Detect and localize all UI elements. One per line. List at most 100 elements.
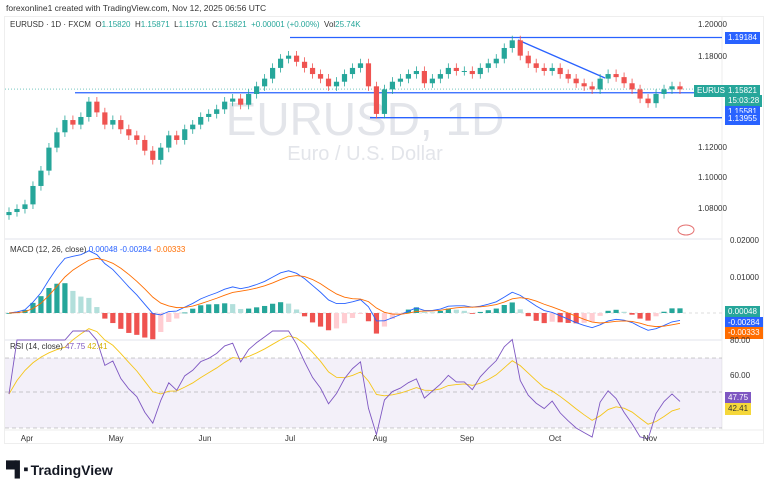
candle <box>94 101 100 113</box>
candle <box>501 47 507 59</box>
candle <box>389 81 396 90</box>
macd-histogram-bar <box>485 310 491 313</box>
candle <box>485 63 491 68</box>
price-tick: 1.20000 <box>698 20 727 29</box>
candle <box>573 78 579 84</box>
candle <box>429 78 435 84</box>
macd-histogram-bar <box>541 313 547 324</box>
time-axis-label: Apr <box>21 434 34 443</box>
countdown-tag: 15:03:28 <box>725 95 763 107</box>
candle <box>158 147 164 160</box>
candle <box>190 124 196 130</box>
candle <box>46 147 52 171</box>
macd-histogram-bar <box>285 303 292 313</box>
candle <box>581 83 587 87</box>
price-tick: 1.10000 <box>698 173 727 182</box>
candle <box>373 86 380 114</box>
macd-histogram-bar <box>174 313 180 319</box>
candle <box>621 77 627 84</box>
macd-histogram-bar <box>525 313 531 317</box>
rsi-value-tag: 47.75 <box>725 392 752 404</box>
candle <box>525 55 531 64</box>
macd-histogram-bar <box>277 302 284 313</box>
macd-histogram-bar <box>293 309 300 313</box>
macd-histogram-bar <box>238 308 244 313</box>
candle <box>317 74 324 79</box>
macd-histogram-bar <box>381 313 388 327</box>
candle <box>222 101 228 110</box>
candle <box>30 185 36 205</box>
candle <box>254 86 260 94</box>
candle <box>293 55 300 62</box>
macd-histogram-bar <box>6 313 12 314</box>
candle <box>22 204 28 209</box>
macd-histogram-bar <box>469 313 475 314</box>
macd-histogram-bar <box>254 307 260 313</box>
time-axis-label: Jul <box>285 434 295 443</box>
macd-histogram-bar <box>677 308 683 313</box>
symbol-label[interactable]: EURUSD · 1D · FXCM <box>10 20 91 29</box>
macd-histogram-bar <box>573 313 579 324</box>
candle <box>405 74 412 79</box>
candle <box>437 74 443 79</box>
macd-histogram-bar <box>637 313 643 319</box>
open-value: 1.15820 <box>101 20 131 29</box>
macd-histogram-bar <box>389 313 396 319</box>
macd-tick: 0.01000 <box>730 273 759 282</box>
chart-frame[interactable] <box>4 16 764 444</box>
trend-line <box>517 39 606 79</box>
candle <box>381 89 388 114</box>
macd-histogram-bar <box>557 313 563 323</box>
rsi-ma-tag: 42.41 <box>725 403 752 415</box>
candle <box>150 150 156 160</box>
price-tick: 1.18000 <box>698 52 727 61</box>
candle <box>549 67 555 71</box>
macd-histogram-bar <box>333 313 340 329</box>
macd-histogram-bar <box>86 297 92 313</box>
macd-histogram-bar <box>597 313 603 316</box>
tradingview-logo: ▀▌▪ TradingView <box>6 461 113 478</box>
candle <box>230 98 236 102</box>
candle <box>629 83 635 90</box>
candle <box>270 67 276 79</box>
macd-histogram-bar <box>549 313 555 322</box>
macd-signal-line <box>8 257 681 328</box>
macd-histogram-bar <box>621 311 627 313</box>
macd-histogram-bar <box>166 313 172 322</box>
tv-logo-icon: ▀▌▪ <box>6 461 29 478</box>
ohlc-legend: EURUSD · 1D · FXCM O1.15820 H1.15871 L1.… <box>10 20 361 29</box>
macd-histogram-bar <box>317 313 324 327</box>
macd-histogram-bar <box>214 304 220 313</box>
macd-histogram-bar <box>669 308 675 313</box>
candle <box>86 101 92 117</box>
high-value: 1.15871 <box>140 20 170 29</box>
macd-histogram-bar <box>613 309 619 313</box>
candle <box>301 61 308 68</box>
candle <box>182 129 188 140</box>
candle <box>134 135 140 140</box>
symbol-tag: EURUSD <box>694 85 734 97</box>
macd-histogram-bar <box>118 313 124 329</box>
candle <box>533 63 539 68</box>
macd-histogram-bar <box>190 308 196 313</box>
level-high-tag: 1.19184 <box>725 32 760 44</box>
candle <box>597 78 603 90</box>
rsi-tick: 60.00 <box>730 371 751 380</box>
candle <box>238 98 244 105</box>
macd-histogram-bar <box>645 313 651 321</box>
macd-histogram-bar <box>341 313 348 324</box>
macd-histogram-bar <box>493 308 499 313</box>
macd-histogram-bar <box>325 313 332 331</box>
time-axis-label: Jun <box>199 434 212 443</box>
candle <box>645 98 651 104</box>
macd-histogram-bar <box>309 313 316 323</box>
candle <box>126 129 132 136</box>
candle <box>166 135 172 148</box>
candle <box>661 89 667 94</box>
macd-histogram-bar <box>246 308 252 313</box>
macd-histogram-bar <box>357 313 364 314</box>
candle <box>110 120 116 125</box>
macd-histogram-bar <box>653 313 659 317</box>
macd-histogram-bar <box>453 309 459 313</box>
